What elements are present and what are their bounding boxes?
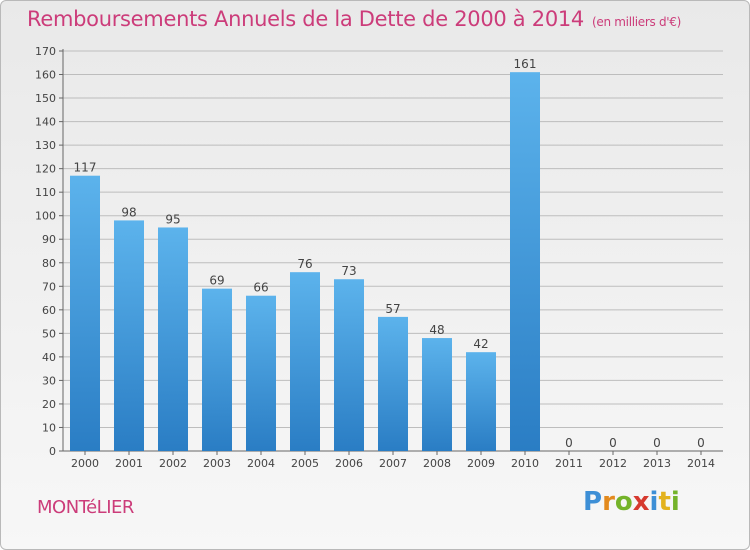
data-label-2004: 66: [253, 281, 268, 295]
bar-2005: [290, 272, 320, 451]
bar-2008: [422, 338, 452, 451]
title-text: Remboursements Annuels de la Dette de 20…: [27, 7, 584, 31]
data-label-2005: 76: [297, 257, 312, 271]
chart-title: Remboursements Annuels de la Dette de 20…: [27, 7, 681, 31]
logo-letter: x: [632, 487, 650, 517]
y-tick-label: 90: [42, 233, 56, 246]
y-tick-label: 170: [35, 45, 56, 58]
y-tick-label: 40: [42, 351, 56, 364]
x-tick-label: 2005: [291, 457, 319, 470]
logo-letter: o: [614, 487, 633, 517]
x-tick-label: 2004: [247, 457, 275, 470]
data-label-2010: 161: [514, 57, 537, 71]
bar-2006: [334, 279, 364, 451]
logo-letter: r: [602, 487, 615, 517]
x-tick-label: 2000: [71, 457, 99, 470]
logo-letter: t: [658, 487, 671, 517]
town-name: MONTéLIER: [37, 497, 134, 518]
bar-2003: [202, 288, 232, 451]
data-label-2014: 0: [697, 436, 705, 450]
bar-2007: [378, 316, 408, 451]
x-tick-label: 2013: [643, 457, 671, 470]
bar-2001: [114, 220, 144, 451]
data-label-2011: 0: [565, 436, 573, 450]
y-tick-label: 150: [35, 92, 56, 105]
y-tick-label: 130: [35, 139, 56, 152]
x-tick-label: 2010: [511, 457, 539, 470]
y-tick-label: 110: [35, 186, 56, 199]
bar-2009: [466, 352, 496, 451]
y-tick-label: 80: [42, 257, 56, 270]
logo-letter: P: [583, 487, 603, 517]
y-tick-label: 120: [35, 163, 56, 176]
data-label-2001: 98: [121, 205, 136, 219]
logo-letter: i: [649, 487, 659, 517]
data-label-2006: 73: [341, 264, 356, 278]
y-tick-label: 140: [35, 116, 56, 129]
bar-2002: [158, 227, 188, 451]
x-tick-label: 2007: [379, 457, 407, 470]
y-tick-label: 30: [42, 374, 56, 387]
x-tick-label: 2008: [423, 457, 451, 470]
unit-note: (en milliers d'€): [592, 15, 682, 29]
x-tick-label: 2009: [467, 457, 495, 470]
x-tick-label: 2011: [555, 457, 583, 470]
axes: 0 10 20 30 40 50 60 70 80 90 100 110 120 130 140 150 160…: [35, 45, 723, 470]
x-tick-label: 2001: [115, 457, 143, 470]
proxiti-logo[interactable]: Proxiti: [583, 487, 680, 517]
y-tick-label: 70: [42, 280, 56, 293]
x-tick-label: 2012: [599, 457, 627, 470]
x-tick-label: 2014: [687, 457, 715, 470]
bar-2004: [246, 295, 276, 451]
x-tick-label: 2002: [159, 457, 187, 470]
y-tick-label: 0: [49, 445, 56, 458]
data-label-2013: 0: [653, 436, 661, 450]
data-label-2008: 48: [429, 323, 444, 337]
data-labels: 117 98 95 69 66 76 73 57 48 42 161 0 0 0 0: [74, 57, 705, 450]
y-tick-label: 60: [42, 304, 56, 317]
bars: [70, 72, 540, 452]
bar-2000: [70, 175, 100, 452]
data-label-2002: 95: [165, 212, 180, 226]
y-tick-label: 160: [35, 69, 56, 82]
data-label-2012: 0: [609, 436, 617, 450]
x-tick-label: 2006: [335, 457, 363, 470]
data-label-2009: 42: [473, 337, 488, 351]
bar-2010: [510, 72, 540, 452]
data-label-2000: 117: [74, 161, 97, 175]
y-tick-label: 10: [42, 421, 56, 434]
logo-letter: i: [670, 487, 680, 517]
y-tick-label: 20: [42, 398, 56, 411]
data-label-2007: 57: [385, 302, 400, 316]
x-tick-label: 2003: [203, 457, 231, 470]
y-tick-label: 100: [35, 210, 56, 223]
data-label-2003: 69: [209, 274, 224, 288]
y-tick-label: 50: [42, 327, 56, 340]
